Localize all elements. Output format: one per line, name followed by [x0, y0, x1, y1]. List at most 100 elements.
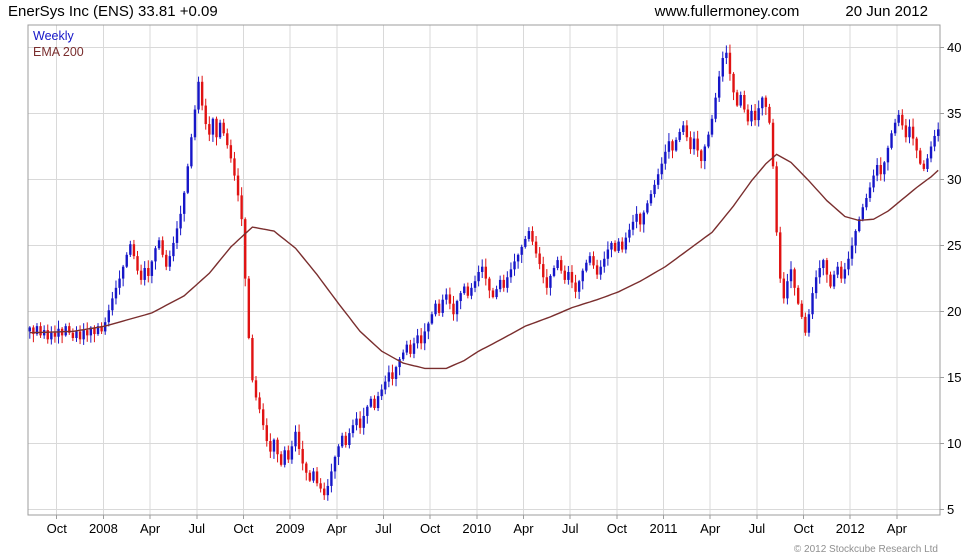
- candle-body: [272, 439, 276, 452]
- candle-body: [829, 274, 832, 287]
- candle-body: [556, 260, 559, 269]
- candle-body: [330, 471, 333, 486]
- candle-body: [441, 299, 444, 313]
- candle-body: [538, 253, 541, 265]
- candle-body: [621, 241, 624, 250]
- candle-body: [466, 286, 470, 296]
- candle-body: [922, 163, 926, 169]
- candle-body: [549, 275, 552, 288]
- x-tick-label: Jul: [188, 521, 205, 536]
- copyright-label: © 2012 Stockcube Research Ltd: [793, 544, 938, 555]
- candle-body: [513, 261, 516, 270]
- candle-body: [186, 166, 189, 193]
- candle-body: [739, 95, 742, 106]
- candle-body: [430, 314, 434, 324]
- candle-body: [915, 138, 918, 151]
- y-tick-label: 35: [947, 106, 961, 121]
- candle-body: [642, 212, 645, 225]
- axis-labels-layer: Oct 2008 Apr Jul Oct 2009 Apr Jul Oct 2010 Apr Jul O…: [47, 40, 962, 536]
- candle-body: [218, 122, 222, 138]
- candle-body: [78, 331, 82, 340]
- legend-ema-label: EMA 200: [33, 45, 84, 59]
- candle-body: [211, 118, 215, 135]
- candle-body: [204, 105, 207, 125]
- candle-body: [524, 238, 527, 247]
- candle-body: [416, 335, 419, 344]
- candle-body: [703, 146, 707, 162]
- ema-line: [29, 153, 939, 370]
- candle-body: [843, 269, 847, 279]
- candle-body: [247, 278, 251, 339]
- candle-body: [445, 294, 448, 300]
- x-tick-label: Apr: [700, 521, 721, 536]
- candle-body: [872, 175, 875, 188]
- candle-body: [279, 454, 283, 465]
- x-tick-label: Oct: [607, 521, 628, 536]
- candle-body: [53, 332, 57, 337]
- chart-header: EnerSys Inc (ENS) 33.81 +0.09 www.fuller…: [8, 3, 928, 20]
- candle-body: [901, 114, 904, 126]
- candle-body: [897, 114, 900, 123]
- candle-body: [491, 290, 495, 298]
- candle-body: [822, 260, 825, 269]
- candle-body: [721, 58, 724, 77]
- candle-body: [71, 332, 75, 339]
- candle-body: [768, 106, 771, 123]
- candle-body: [251, 338, 254, 381]
- candle-body: [814, 277, 818, 294]
- candle-body: [743, 95, 746, 110]
- candle-body: [419, 335, 423, 344]
- candle-body: [35, 326, 39, 335]
- candle-body: [244, 219, 247, 279]
- candle-body: [674, 139, 678, 151]
- candle-body: [136, 256, 139, 271]
- candle-body: [613, 242, 617, 251]
- legend-weekly-label: Weekly: [33, 29, 74, 43]
- candle-body: [319, 483, 322, 489]
- candle-body: [215, 118, 218, 138]
- candle-body: [348, 433, 351, 445]
- candle-body: [689, 137, 692, 150]
- candle-body: [933, 135, 936, 147]
- candle-body: [473, 281, 477, 288]
- candle-body: [825, 260, 829, 275]
- candle-body: [182, 192, 186, 214]
- candle-body: [761, 97, 764, 109]
- website-label: www.fullermoney.com: [654, 3, 800, 20]
- candle-body: [750, 110, 753, 122]
- candle-body: [728, 52, 732, 74]
- candle-body: [527, 231, 531, 239]
- candle-body: [635, 213, 638, 222]
- candle-body: [326, 485, 330, 496]
- candle-body: [624, 237, 628, 250]
- candle-body: [667, 141, 671, 152]
- y-tick-label: 5: [947, 502, 954, 517]
- candle-body: [775, 166, 778, 233]
- candle-body: [118, 278, 121, 288]
- candle-body: [283, 450, 286, 465]
- candle-body: [455, 301, 459, 315]
- candle-body: [190, 137, 193, 167]
- x-tick-label: Oct: [47, 521, 68, 536]
- candle-body: [567, 271, 570, 280]
- candle-body: [100, 326, 103, 332]
- candle-body: [559, 260, 563, 271]
- candle-body: [366, 406, 369, 416]
- candle-body: [531, 231, 534, 242]
- candle-body: [847, 258, 850, 270]
- candle-body: [391, 372, 394, 379]
- candle-body: [606, 249, 610, 259]
- candle-body: [351, 425, 355, 434]
- candle-body: [161, 240, 164, 255]
- candle-body: [344, 435, 347, 445]
- grid-layer: [28, 25, 940, 515]
- candle-body: [437, 303, 441, 313]
- candle-body: [57, 328, 60, 337]
- candle-body: [599, 266, 602, 275]
- x-tick-label: Apr: [513, 521, 534, 536]
- candle-body: [850, 245, 854, 259]
- candle-body: [384, 381, 387, 390]
- candle-body: [200, 81, 204, 106]
- candle-body: [75, 331, 78, 339]
